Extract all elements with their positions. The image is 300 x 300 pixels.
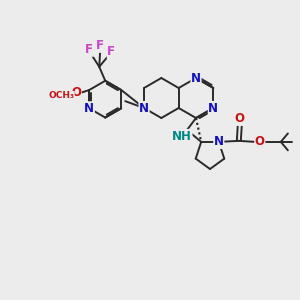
Text: N: N [214,135,224,148]
Text: NH: NH [172,130,192,142]
Text: O: O [71,86,81,100]
Text: N: N [208,101,218,115]
Text: F: F [107,45,115,58]
Text: N: N [191,71,201,85]
Text: F: F [85,43,93,56]
Text: OCH₃: OCH₃ [48,92,74,100]
Text: O: O [255,135,265,148]
Text: O: O [235,112,245,125]
Text: N: N [139,101,149,115]
Text: F: F [96,39,104,52]
Text: N: N [84,102,94,115]
